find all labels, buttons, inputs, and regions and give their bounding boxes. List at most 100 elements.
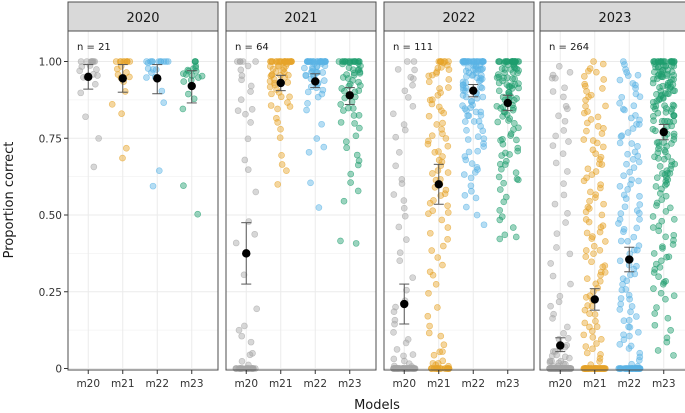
facet-strip [539,1,685,32]
data-point-m22 [158,87,166,95]
data-point-m21 [433,69,440,77]
data-point-m22 [148,58,156,65]
data-point-m23 [510,126,517,133]
facet-plot-area [68,31,218,370]
data-point-m20 [390,329,397,336]
data-point-m22 [459,92,467,99]
data-point-m21 [438,158,446,166]
data-point-m21 [267,58,274,65]
facet-border [67,30,219,371]
data-point-m21 [436,365,444,372]
data-point-m23 [335,58,343,65]
data-point-m22 [155,167,163,174]
data-point-m23 [350,71,358,79]
x-tick-label: m20 [76,378,100,390]
data-point-m22 [635,328,642,336]
data-point-m21 [588,235,596,242]
data-point-m20 [403,236,410,243]
data-point-m22 [617,210,625,217]
data-point-m23 [345,82,353,90]
data-point-m22 [470,118,478,125]
data-point-m20 [551,200,559,208]
data-point-m23 [654,109,662,117]
data-point-m22 [628,140,636,147]
data-point-m20 [401,212,409,220]
data-point-m20 [553,230,561,237]
data-point-m22 [472,194,480,202]
data-point-m21 [583,275,591,282]
data-point-m23 [513,95,520,102]
data-point-m21 [600,200,607,208]
data-point-m20 [390,191,398,198]
y-tick-label: 0.25 [39,287,62,299]
data-point-m22 [629,156,637,163]
mean-point-m22 [469,86,478,95]
data-point-m20 [77,89,85,97]
data-point-m23 [494,118,502,126]
data-point-m20 [237,66,245,74]
data-point-m20 [410,58,418,65]
data-point-m23 [357,82,364,89]
data-point-m20 [561,84,568,92]
data-point-m22 [476,77,483,85]
data-point-m20 [240,271,248,279]
facet-panel-2021: 2021 n = 64 m20 m21 m22 m23 [225,1,377,390]
data-point-m22 [307,83,315,91]
data-point-m21 [430,351,438,359]
data-point-m20 [552,132,559,140]
data-point-m21 [112,58,120,65]
data-point-m20 [409,102,417,110]
data-point-m21 [425,78,433,86]
data-point-m23 [500,59,508,67]
data-point-m21 [592,317,599,325]
data-point-m22 [463,73,470,80]
data-point-m21 [439,130,446,138]
data-point-m21 [592,280,600,288]
data-point-m22 [617,237,625,245]
data-point-m20 [95,135,102,142]
facet-title: 2023 [598,11,631,26]
data-point-m22 [305,148,313,156]
data-point-m23 [510,104,517,112]
data-point-m20 [238,358,246,365]
data-point-m20 [400,121,408,128]
data-point-m21 [274,105,281,113]
data-point-m21 [585,67,592,75]
data-point-m20 [404,336,412,343]
data-point-m21 [283,167,290,174]
data-point-m21 [581,82,589,90]
data-point-m20 [556,292,564,300]
data-point-m22 [635,120,643,128]
data-point-m22 [307,179,314,187]
data-point-m20 [82,113,89,121]
data-point-m20 [247,82,255,90]
data-point-m21 [126,73,133,81]
data-point-m22 [634,246,641,254]
data-point-m20 [253,305,261,313]
data-point-m23 [658,117,666,125]
data-point-m22 [625,317,633,324]
data-point-m23 [662,192,670,200]
data-point-m21 [598,130,606,137]
data-point-m23 [501,69,508,77]
data-point-m22 [616,341,624,348]
data-point-m21 [594,365,601,372]
facet-plot-area [540,31,685,370]
data-point-m22 [616,99,623,107]
data-point-m20 [252,188,260,196]
data-point-m21 [434,254,442,261]
data-point-m21 [276,58,283,65]
data-point-m21 [583,127,590,135]
data-point-m21 [428,100,436,108]
data-point-m20 [237,96,245,103]
data-point-m20 [400,204,408,212]
data-point-m22 [636,216,643,223]
data-point-m22 [303,106,310,114]
data-point-m23 [651,153,658,161]
data-point-m20 [560,180,567,187]
data-point-m20 [401,126,409,134]
data-point-m22 [632,84,639,92]
data-point-m21 [444,209,452,216]
data-point-m21 [437,332,445,340]
facet-strip [383,1,535,32]
